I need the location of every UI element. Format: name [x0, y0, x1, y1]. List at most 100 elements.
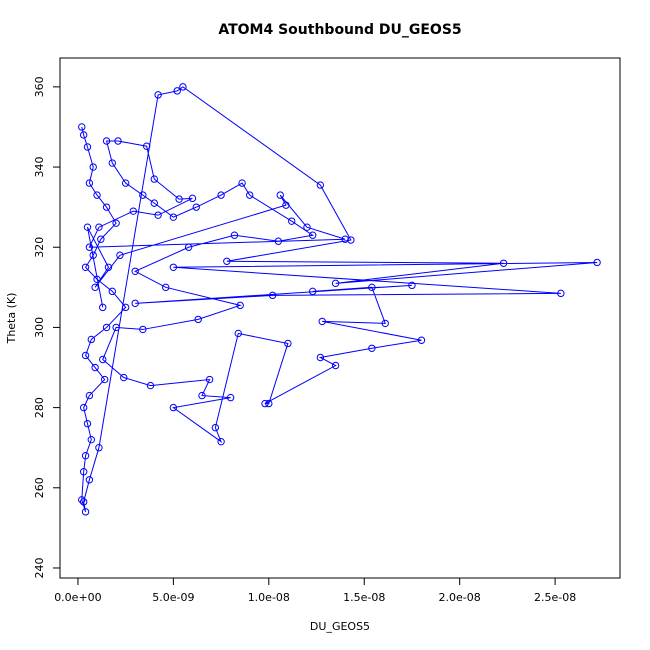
- point: [188, 194, 197, 203]
- y-tick-label: 280: [33, 397, 46, 418]
- point: [142, 142, 151, 150]
- point: [226, 393, 235, 402]
- point: [116, 251, 124, 259]
- point: [331, 279, 340, 288]
- point: [341, 235, 349, 243]
- x-tick-label: 5.0e-09: [152, 591, 194, 604]
- plot-frame: [59, 57, 621, 579]
- point: [276, 191, 284, 199]
- point: [246, 191, 254, 199]
- point: [121, 179, 130, 187]
- point: [83, 419, 92, 428]
- series-line: [81, 86, 598, 513]
- point: [85, 179, 94, 187]
- point: [217, 191, 225, 199]
- point: [309, 231, 317, 239]
- point: [91, 283, 99, 292]
- point: [284, 339, 292, 348]
- point: [303, 223, 311, 231]
- point: [131, 299, 139, 308]
- point: [169, 403, 178, 412]
- point: [79, 403, 88, 412]
- point: [79, 131, 88, 139]
- x-tick-label: 1.5e-08: [343, 591, 385, 604]
- point: [112, 323, 120, 332]
- point: [87, 335, 96, 344]
- point: [154, 91, 162, 99]
- point: [318, 317, 326, 326]
- point: [121, 303, 130, 312]
- point: [192, 203, 200, 211]
- point: [184, 243, 193, 251]
- point: [81, 508, 90, 516]
- point: [173, 87, 181, 95]
- point: [104, 263, 113, 271]
- point: [85, 243, 94, 251]
- point: [408, 281, 416, 290]
- point: [91, 363, 99, 372]
- x-axis-label: DU_GEOS5: [310, 620, 370, 633]
- y-tick-label: 300: [33, 317, 46, 338]
- point: [85, 391, 94, 400]
- point: [223, 257, 231, 265]
- point: [234, 329, 242, 338]
- point: [169, 213, 178, 221]
- point: [368, 344, 376, 352]
- point: [175, 195, 183, 203]
- point: [102, 203, 111, 211]
- point: [265, 399, 273, 408]
- point: [112, 219, 120, 227]
- point: [131, 267, 139, 275]
- point: [268, 291, 277, 300]
- chart-title: ATOM4 Southbound DU_GEOS5: [218, 22, 461, 38]
- y-tick-label: 260: [33, 477, 46, 498]
- point: [368, 283, 376, 292]
- point: [238, 179, 246, 187]
- x-tick-label: 1.0e-08: [248, 591, 290, 604]
- point: [282, 201, 290, 209]
- point: [274, 237, 283, 245]
- point: [93, 275, 101, 284]
- point: [129, 207, 137, 215]
- point: [139, 325, 147, 334]
- point: [593, 258, 601, 267]
- x-tick-label: 2.0e-08: [439, 591, 481, 604]
- point: [194, 315, 202, 324]
- point: [169, 263, 178, 271]
- point: [83, 143, 92, 151]
- point: [261, 399, 269, 408]
- x-tick-label: 0.0e+00: [54, 591, 101, 604]
- point: [93, 191, 101, 199]
- point: [179, 83, 187, 91]
- y-tick-label: 360: [33, 76, 46, 97]
- point: [217, 437, 225, 446]
- point: [108, 159, 116, 167]
- point: [95, 223, 103, 231]
- y-tick-label: 340: [33, 157, 46, 178]
- point: [309, 287, 317, 296]
- point: [154, 211, 162, 219]
- point: [99, 303, 107, 312]
- point: [120, 373, 128, 382]
- point: [139, 191, 147, 199]
- point: [102, 137, 111, 145]
- point: [211, 423, 220, 432]
- point: [100, 375, 109, 384]
- point: [78, 123, 86, 131]
- point: [499, 259, 508, 267]
- point: [288, 217, 296, 225]
- point: [95, 443, 103, 452]
- point: [81, 452, 90, 460]
- point: [236, 301, 244, 310]
- point: [316, 353, 325, 362]
- point: [79, 498, 88, 506]
- point: [417, 336, 426, 344]
- point: [381, 319, 389, 328]
- point: [146, 381, 155, 390]
- point: [78, 496, 86, 504]
- y-axis-label: Theta (K): [5, 293, 18, 345]
- point: [557, 289, 565, 298]
